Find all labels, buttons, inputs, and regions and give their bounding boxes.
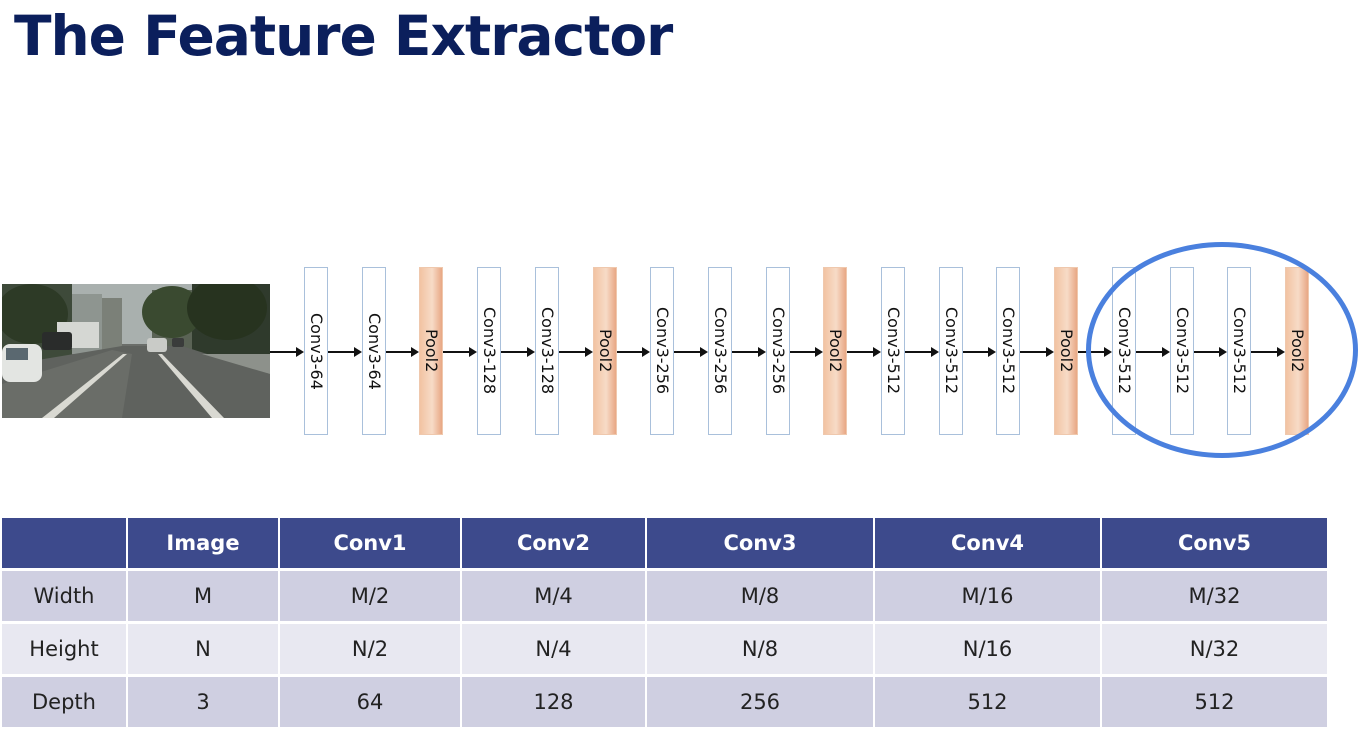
table-cell: Depth: [2, 675, 128, 730]
flow-arrow-head: [411, 347, 419, 357]
street-scene-illustration: [2, 284, 270, 418]
flow-arrow: [790, 351, 815, 353]
layer-label: Conv3-128: [538, 307, 557, 395]
table-cell: M/4: [461, 569, 647, 624]
layer-label: Conv3-512: [884, 307, 903, 395]
flow-arrow: [443, 351, 469, 353]
street-scene-image: [2, 284, 270, 418]
table-cell: Width: [2, 569, 128, 624]
flow-arrow: [674, 351, 700, 353]
table-cell: M/2: [279, 569, 462, 624]
table-header-cell: Conv1: [279, 518, 462, 571]
conv-layer-box: Conv3-256: [766, 267, 790, 435]
flow-arrow-head: [931, 347, 939, 357]
flow-arrow-head: [469, 347, 477, 357]
conv-layer-box: Conv3-128: [535, 267, 559, 435]
dimensions-table: Image Conv1 Conv2 Conv3 Conv4 Conv5 Widt…: [2, 518, 1329, 730]
table-row: Height N N/2 N/4 N/8 N/16 N/32: [2, 622, 1329, 677]
layer-label: Conv3-64: [365, 312, 384, 390]
table-cell: M/32: [1101, 569, 1329, 624]
flow-arrow-head: [758, 347, 766, 357]
pool-layer-box: Pool2: [823, 267, 847, 435]
flow-arrow: [905, 351, 931, 353]
table-cell: Height: [2, 622, 128, 677]
flow-arrow-head: [296, 347, 304, 357]
table-row: Depth 3 64 128 256 512 512: [2, 675, 1329, 730]
table-cell: 3: [127, 675, 280, 730]
conv-layer-box: Conv3-128: [477, 267, 501, 435]
flow-arrow-head: [873, 347, 881, 357]
flow-arrow: [963, 351, 988, 353]
flow-arrow: [559, 351, 585, 353]
table-cell: M/8: [646, 569, 875, 624]
highlight-ellipse: [1086, 242, 1358, 458]
flow-arrow: [501, 351, 527, 353]
table-cell: 512: [874, 675, 1102, 730]
table-cell: 512: [1101, 675, 1329, 730]
table-header-cell: Image: [127, 518, 280, 571]
layer-label: Conv3-256: [769, 307, 788, 395]
layer-label: Conv3-512: [942, 307, 961, 395]
flow-arrow-head: [1046, 347, 1054, 357]
flow-arrow: [328, 351, 354, 353]
layer-label: Pool2: [596, 329, 615, 373]
pool-layer-box: Pool2: [1054, 267, 1078, 435]
flow-arrow: [386, 351, 411, 353]
page-title: The Feature Extractor: [14, 4, 673, 68]
table-cell: N: [127, 622, 280, 677]
table-header-cell: [2, 518, 128, 571]
layer-label: Conv3-256: [711, 307, 730, 395]
table-cell: 256: [646, 675, 875, 730]
layer-label: Conv3-128: [480, 307, 499, 395]
conv-layer-box: Conv3-256: [708, 267, 732, 435]
table-cell: N/4: [461, 622, 647, 677]
layer-label: Conv3-256: [653, 307, 672, 395]
conv-layer-box: Conv3-512: [996, 267, 1020, 435]
table-cell: 64: [279, 675, 462, 730]
table-header-cell: Conv3: [646, 518, 875, 571]
conv-layer-box: Conv3-512: [939, 267, 963, 435]
flow-arrow-head: [642, 347, 650, 357]
pool-layer-box: Pool2: [419, 267, 443, 435]
flow-arrow-head: [815, 347, 823, 357]
flow-arrow-head: [700, 347, 708, 357]
table-row: Width M M/2 M/4 M/8 M/16 M/32: [2, 569, 1329, 624]
layer-label: Conv3-64: [307, 312, 326, 390]
table-cell: M: [127, 569, 280, 624]
layer-label: Pool2: [422, 329, 441, 373]
layer-label: Conv3-512: [999, 307, 1018, 395]
flow-arrow-head: [527, 347, 535, 357]
flow-arrow: [847, 351, 873, 353]
table-header-cell: Conv4: [874, 518, 1102, 571]
flow-arrow: [270, 351, 296, 353]
pool-layer-box: Pool2: [593, 267, 617, 435]
flow-arrow-head: [585, 347, 593, 357]
layer-label: Pool2: [826, 329, 845, 373]
table-cell: N/8: [646, 622, 875, 677]
table-header-cell: Conv5: [1101, 518, 1329, 571]
flow-arrow: [1020, 351, 1046, 353]
conv-layer-box: Conv3-256: [650, 267, 674, 435]
flow-arrow-head: [354, 347, 362, 357]
conv-layer-box: Conv3-64: [362, 267, 386, 435]
flow-arrow-head: [988, 347, 996, 357]
table-cell: N/2: [279, 622, 462, 677]
layer-label: Pool2: [1057, 329, 1076, 373]
conv-layer-box: Conv3-512: [881, 267, 905, 435]
conv-layer-box: Conv3-64: [304, 267, 328, 435]
table-header-cell: Conv2: [461, 518, 647, 571]
table-cell: M/16: [874, 569, 1102, 624]
flow-arrow: [732, 351, 758, 353]
table-header-row: Image Conv1 Conv2 Conv3 Conv4 Conv5: [2, 518, 1329, 571]
table-cell: N/32: [1101, 622, 1329, 677]
table-cell: 128: [461, 675, 647, 730]
flow-arrow: [617, 351, 642, 353]
table-cell: N/16: [874, 622, 1102, 677]
